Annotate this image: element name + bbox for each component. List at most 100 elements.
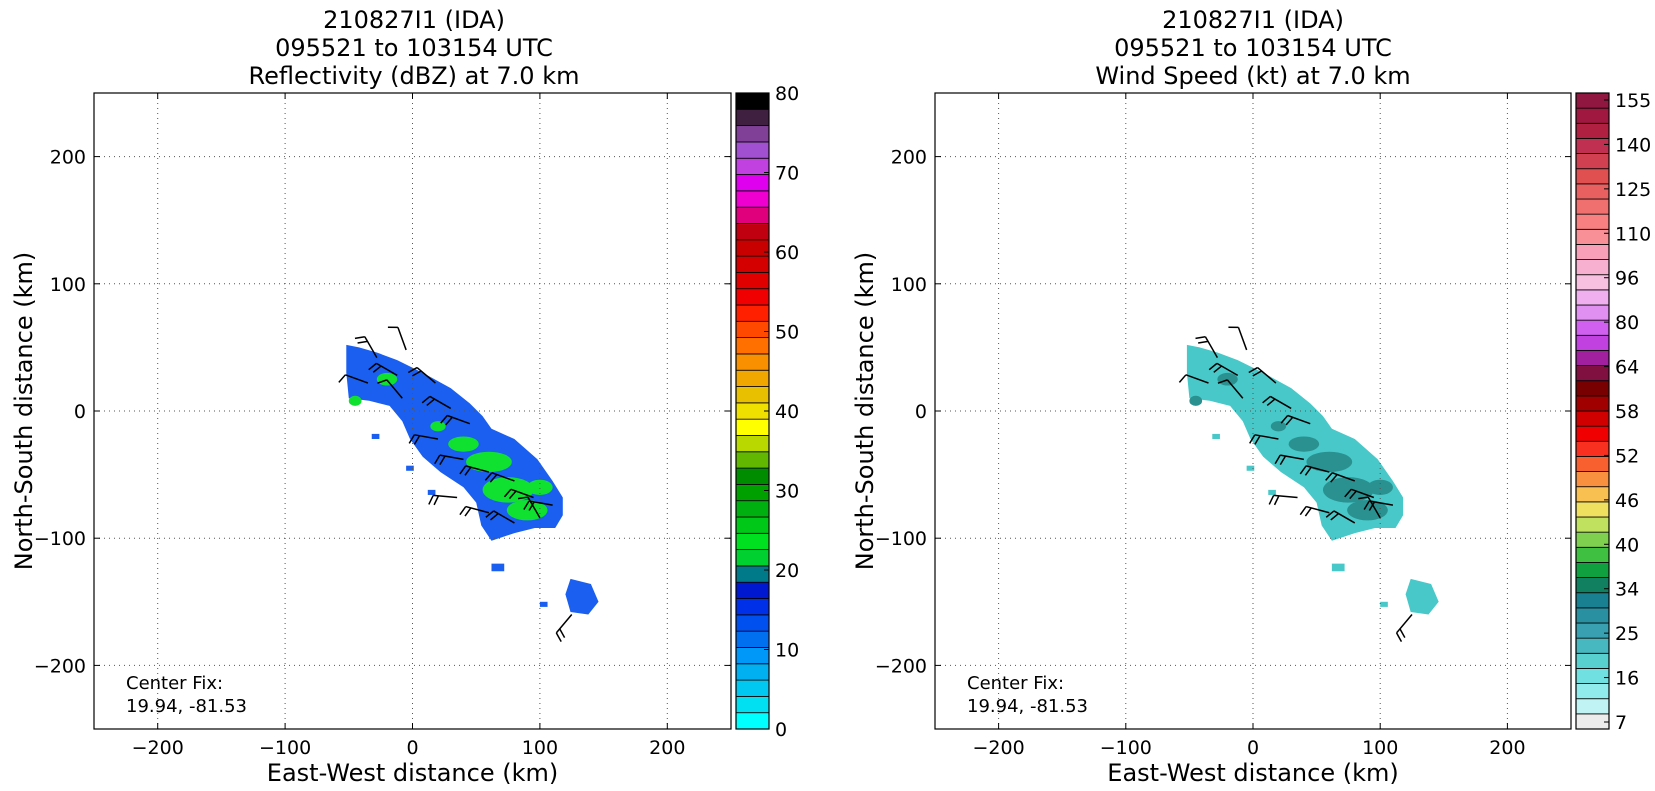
storm-core-3 bbox=[1323, 477, 1374, 502]
x-tick-label: −100 bbox=[259, 737, 311, 759]
colorbar-segment bbox=[1576, 275, 1609, 290]
colorbar-segment bbox=[1576, 456, 1609, 471]
colorbar-segment bbox=[736, 599, 769, 615]
storm-core-7 bbox=[1271, 421, 1286, 431]
colorbar-tick-label: 125 bbox=[1615, 179, 1651, 201]
colorbar-tick-label: 58 bbox=[1615, 401, 1639, 423]
colorbar-segment bbox=[1576, 260, 1609, 275]
colorbar-segment bbox=[1576, 684, 1609, 699]
x-tick-label: −200 bbox=[132, 737, 184, 759]
y-tick-label: −200 bbox=[34, 655, 86, 677]
storm-cell-small bbox=[565, 579, 598, 615]
y-tick-label: −100 bbox=[34, 528, 86, 550]
echo-speck-5 bbox=[1380, 602, 1388, 607]
colorbar-segment bbox=[1576, 108, 1609, 123]
colorbar-segment bbox=[736, 289, 769, 305]
colorbar-segment bbox=[1576, 411, 1609, 426]
storm-core-1 bbox=[448, 436, 479, 451]
colorbar-tick-label: 34 bbox=[1615, 579, 1639, 601]
colorbar-segment bbox=[1576, 244, 1609, 259]
colorbar-segment bbox=[1576, 93, 1609, 108]
x-tick-label: −200 bbox=[973, 737, 1025, 759]
colorbar-tick-label: 46 bbox=[1615, 490, 1639, 512]
storm-core-6 bbox=[377, 373, 397, 386]
colorbar-segment bbox=[736, 321, 769, 337]
echo-speck-3 bbox=[428, 490, 436, 495]
x-tick-label: 0 bbox=[1247, 737, 1259, 759]
storm-core-2 bbox=[466, 452, 512, 472]
colorbar-segment bbox=[736, 370, 769, 386]
center-fix-line-2: 19.94, -81.53 bbox=[967, 696, 1088, 717]
colorbar-tick-label: 0 bbox=[775, 719, 787, 741]
colorbar-tick-label: 140 bbox=[1615, 134, 1651, 156]
chart-title-line-3: Wind Speed (kt) at 7.0 km bbox=[1095, 62, 1410, 90]
colorbar-segment bbox=[736, 484, 769, 500]
colorbar-segment bbox=[736, 191, 769, 207]
colorbar-segment bbox=[736, 468, 769, 484]
y-tick-label: −100 bbox=[875, 528, 927, 550]
colorbar-segment bbox=[736, 696, 769, 712]
colorbar-tick-label: 60 bbox=[775, 242, 799, 264]
y-axis-label: North-South distance (km) bbox=[10, 252, 38, 571]
storm-core-3 bbox=[483, 477, 534, 502]
colorbar-segment bbox=[1576, 623, 1609, 638]
colorbar-segment bbox=[1576, 441, 1609, 456]
storm-core-8 bbox=[527, 480, 552, 495]
colorbar-tick-label: 16 bbox=[1615, 668, 1639, 690]
wind-barb-19 bbox=[556, 615, 571, 642]
colorbar-segment bbox=[1576, 426, 1609, 441]
colorbar-tick-label: 40 bbox=[1615, 534, 1639, 556]
colorbar-tick-label: 80 bbox=[1615, 312, 1639, 334]
chart-title-line-3: Reflectivity (dBZ) at 7.0 km bbox=[249, 62, 580, 90]
colorbar-segment bbox=[736, 207, 769, 223]
panel-1: 210827I1 (IDA)095521 to 103154 UTCReflec… bbox=[10, 6, 799, 787]
colorbar-segment bbox=[1576, 305, 1609, 320]
colorbar-tick-label: 40 bbox=[775, 401, 799, 423]
x-tick-label: 200 bbox=[1489, 737, 1525, 759]
colorbar-segment bbox=[736, 223, 769, 239]
colorbar-segment bbox=[736, 582, 769, 598]
colorbar-segment bbox=[736, 615, 769, 631]
colorbar-segment bbox=[1576, 714, 1609, 729]
colorbar-segment bbox=[736, 175, 769, 191]
colorbar-tick-label: 155 bbox=[1615, 90, 1651, 112]
colorbar-segment bbox=[736, 240, 769, 256]
colorbar-segment bbox=[736, 664, 769, 680]
colorbar-tick-label: 70 bbox=[775, 163, 799, 185]
wind-barb-15 bbox=[429, 495, 457, 504]
y-tick-label: −200 bbox=[875, 655, 927, 677]
colorbar-segment bbox=[736, 517, 769, 533]
echo-speck-1 bbox=[372, 434, 380, 439]
storm-cell-small bbox=[1406, 579, 1439, 615]
wind-barb-2 bbox=[1228, 327, 1246, 350]
colorbar-segment bbox=[736, 272, 769, 288]
colorbar-segment bbox=[1576, 138, 1609, 153]
colorbar-segment bbox=[736, 501, 769, 517]
y-tick-label: 200 bbox=[891, 147, 927, 169]
storm-core-1 bbox=[1289, 436, 1320, 451]
wind-barb-2 bbox=[388, 327, 406, 350]
colorbar-segment bbox=[736, 533, 769, 549]
colorbar-segment bbox=[1576, 547, 1609, 562]
colorbar-segment bbox=[736, 419, 769, 435]
y-tick-label: 200 bbox=[50, 147, 86, 169]
colorbar-segment bbox=[736, 109, 769, 125]
colorbar-segment bbox=[736, 256, 769, 272]
colorbar-segment bbox=[1576, 668, 1609, 683]
colorbar-segment bbox=[736, 452, 769, 468]
x-tick-label: 0 bbox=[406, 737, 418, 759]
x-tick-label: −100 bbox=[1100, 737, 1152, 759]
colorbar-segment bbox=[736, 387, 769, 403]
storm-core-8 bbox=[1367, 480, 1392, 495]
colorbar-tick-label: 7 bbox=[1615, 712, 1627, 734]
colorbar-tick-label: 25 bbox=[1615, 623, 1639, 645]
colorbar-tick-label: 50 bbox=[775, 322, 799, 344]
storm-core-5 bbox=[349, 396, 362, 406]
y-tick-label: 0 bbox=[74, 401, 86, 423]
colorbar-segment bbox=[1576, 532, 1609, 547]
x-axis-label: East-West distance (km) bbox=[1107, 759, 1398, 787]
colorbar-segment bbox=[1576, 123, 1609, 138]
colorbar-segment bbox=[736, 142, 769, 158]
chart-title-line-2: 095521 to 103154 UTC bbox=[1114, 34, 1392, 62]
echo-speck-5 bbox=[540, 602, 548, 607]
